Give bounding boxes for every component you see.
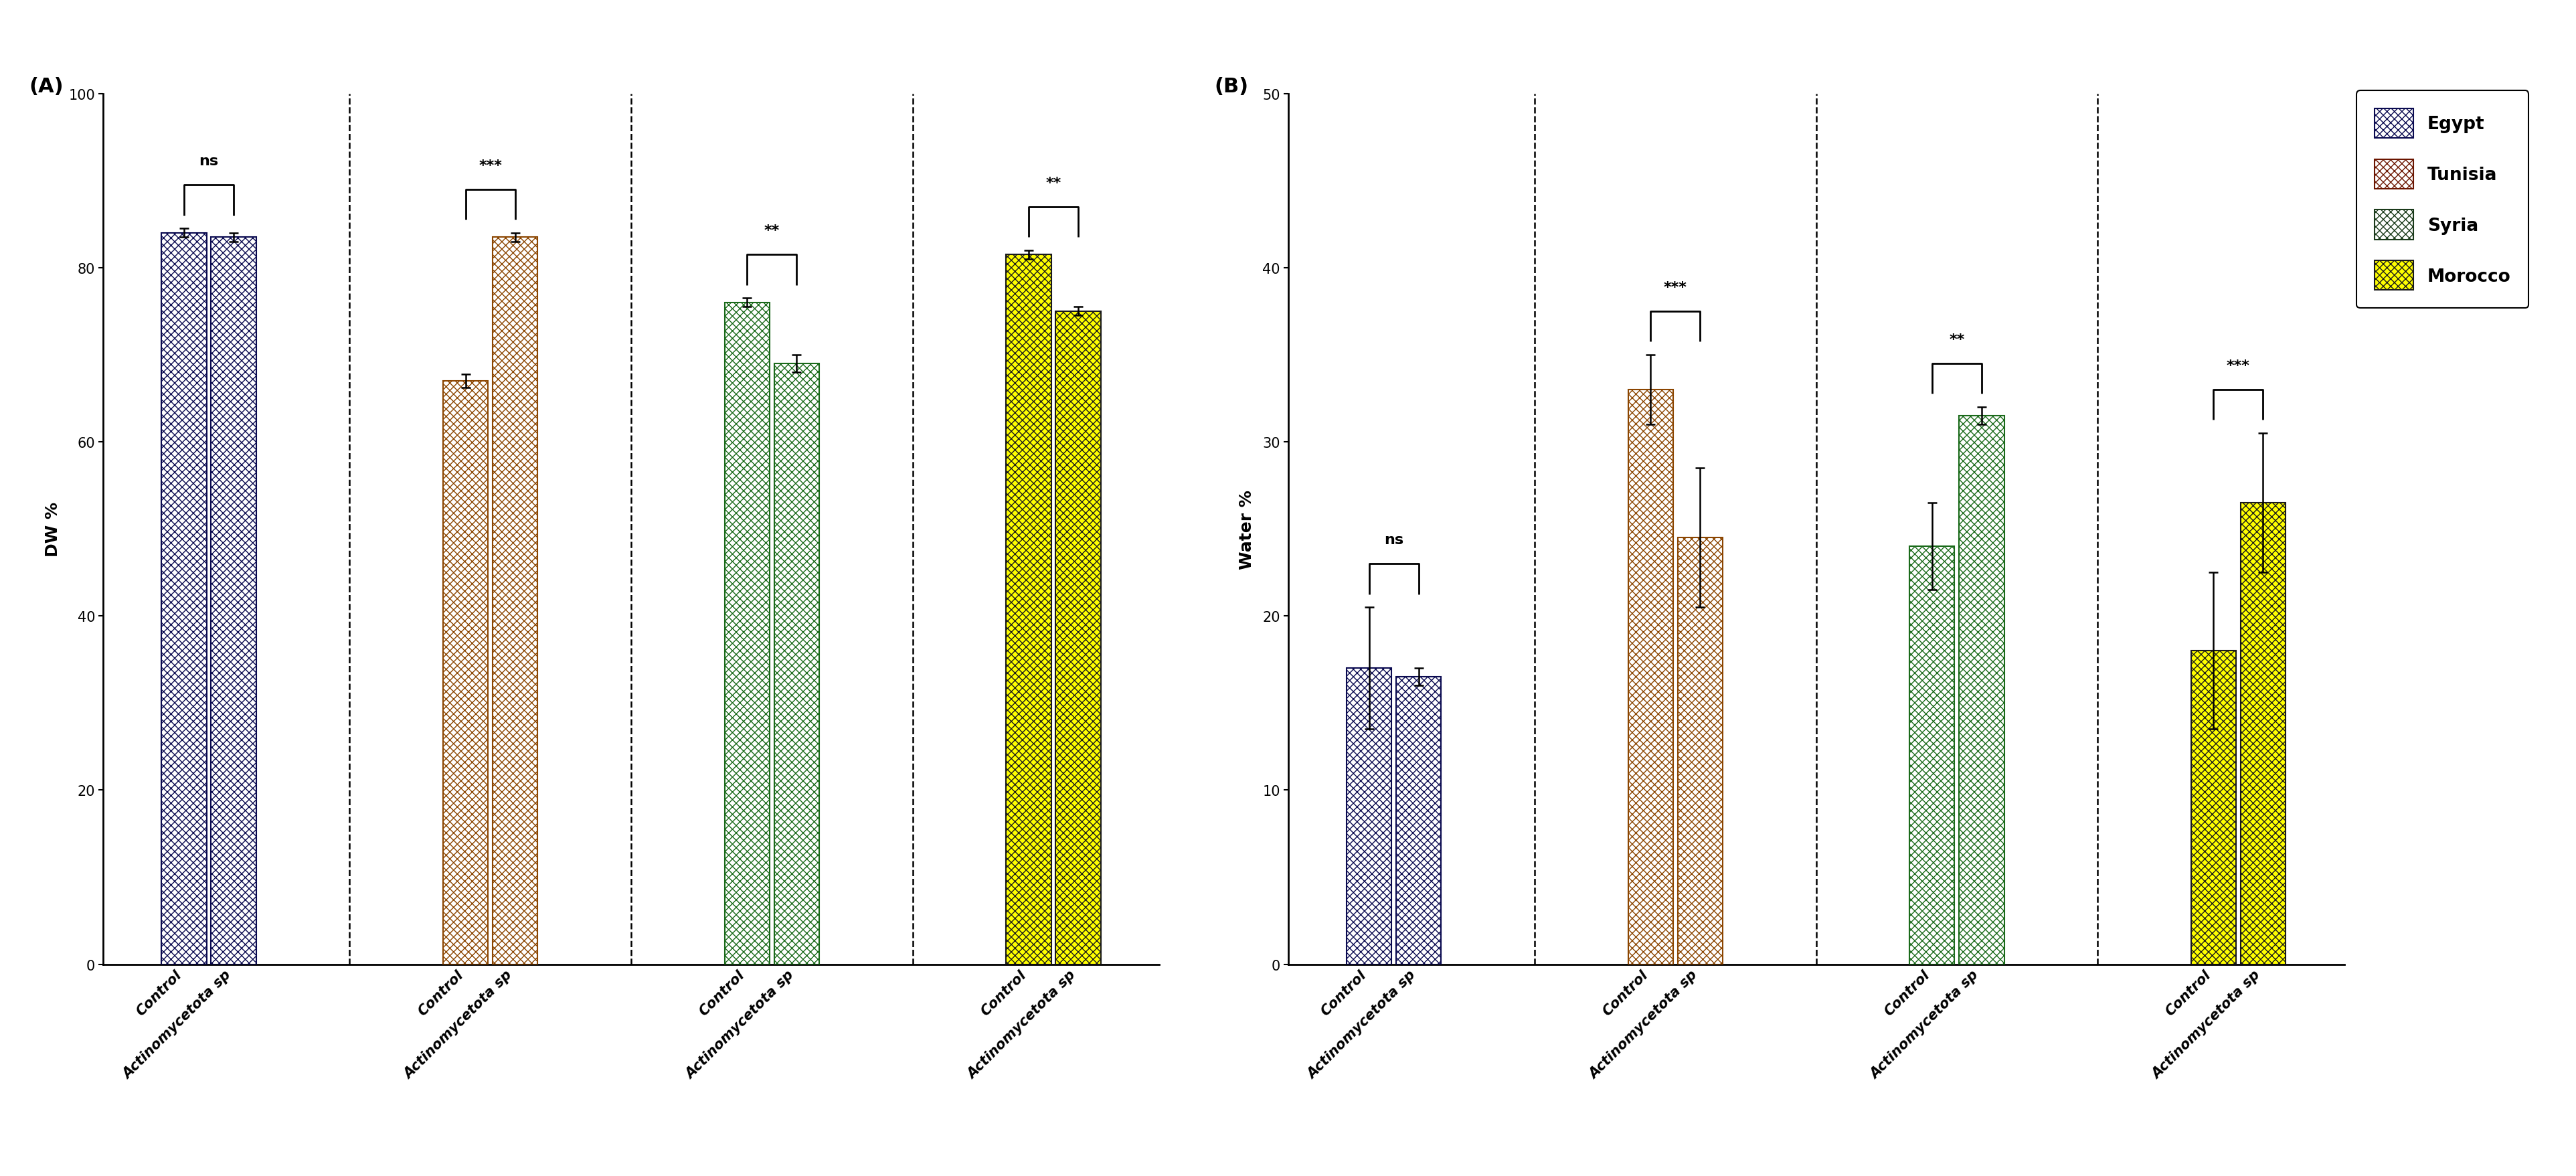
- Bar: [492, 238, 538, 964]
- Bar: [443, 381, 487, 964]
- Bar: [162, 233, 206, 964]
- Bar: [1960, 416, 2004, 964]
- Bar: [2241, 503, 2285, 964]
- Bar: [775, 363, 819, 964]
- Text: (B): (B): [1213, 76, 1249, 96]
- Text: **: **: [1950, 333, 1965, 347]
- Bar: [2192, 652, 2236, 964]
- Bar: [1396, 677, 1440, 964]
- Bar: [1909, 547, 1955, 964]
- Text: (A): (A): [28, 76, 64, 96]
- Bar: [1347, 668, 1391, 964]
- Text: **: **: [1046, 176, 1061, 189]
- Y-axis label: DW %: DW %: [44, 502, 62, 556]
- Text: **: **: [765, 225, 781, 238]
- Text: ***: ***: [2226, 359, 2249, 373]
- Bar: [1677, 537, 1723, 964]
- Bar: [1056, 312, 1100, 964]
- Bar: [724, 303, 770, 964]
- Bar: [211, 238, 255, 964]
- Bar: [1007, 255, 1051, 964]
- Y-axis label: Water %: Water %: [1239, 489, 1255, 569]
- Text: ***: ***: [479, 159, 502, 173]
- Text: ns: ns: [198, 155, 219, 168]
- Text: ***: ***: [1664, 281, 1687, 294]
- Bar: [1628, 390, 1672, 964]
- Legend: Egypt, Tunisia, Syria, Morocco: Egypt, Tunisia, Syria, Morocco: [2357, 92, 2530, 308]
- Text: ns: ns: [1383, 533, 1404, 547]
